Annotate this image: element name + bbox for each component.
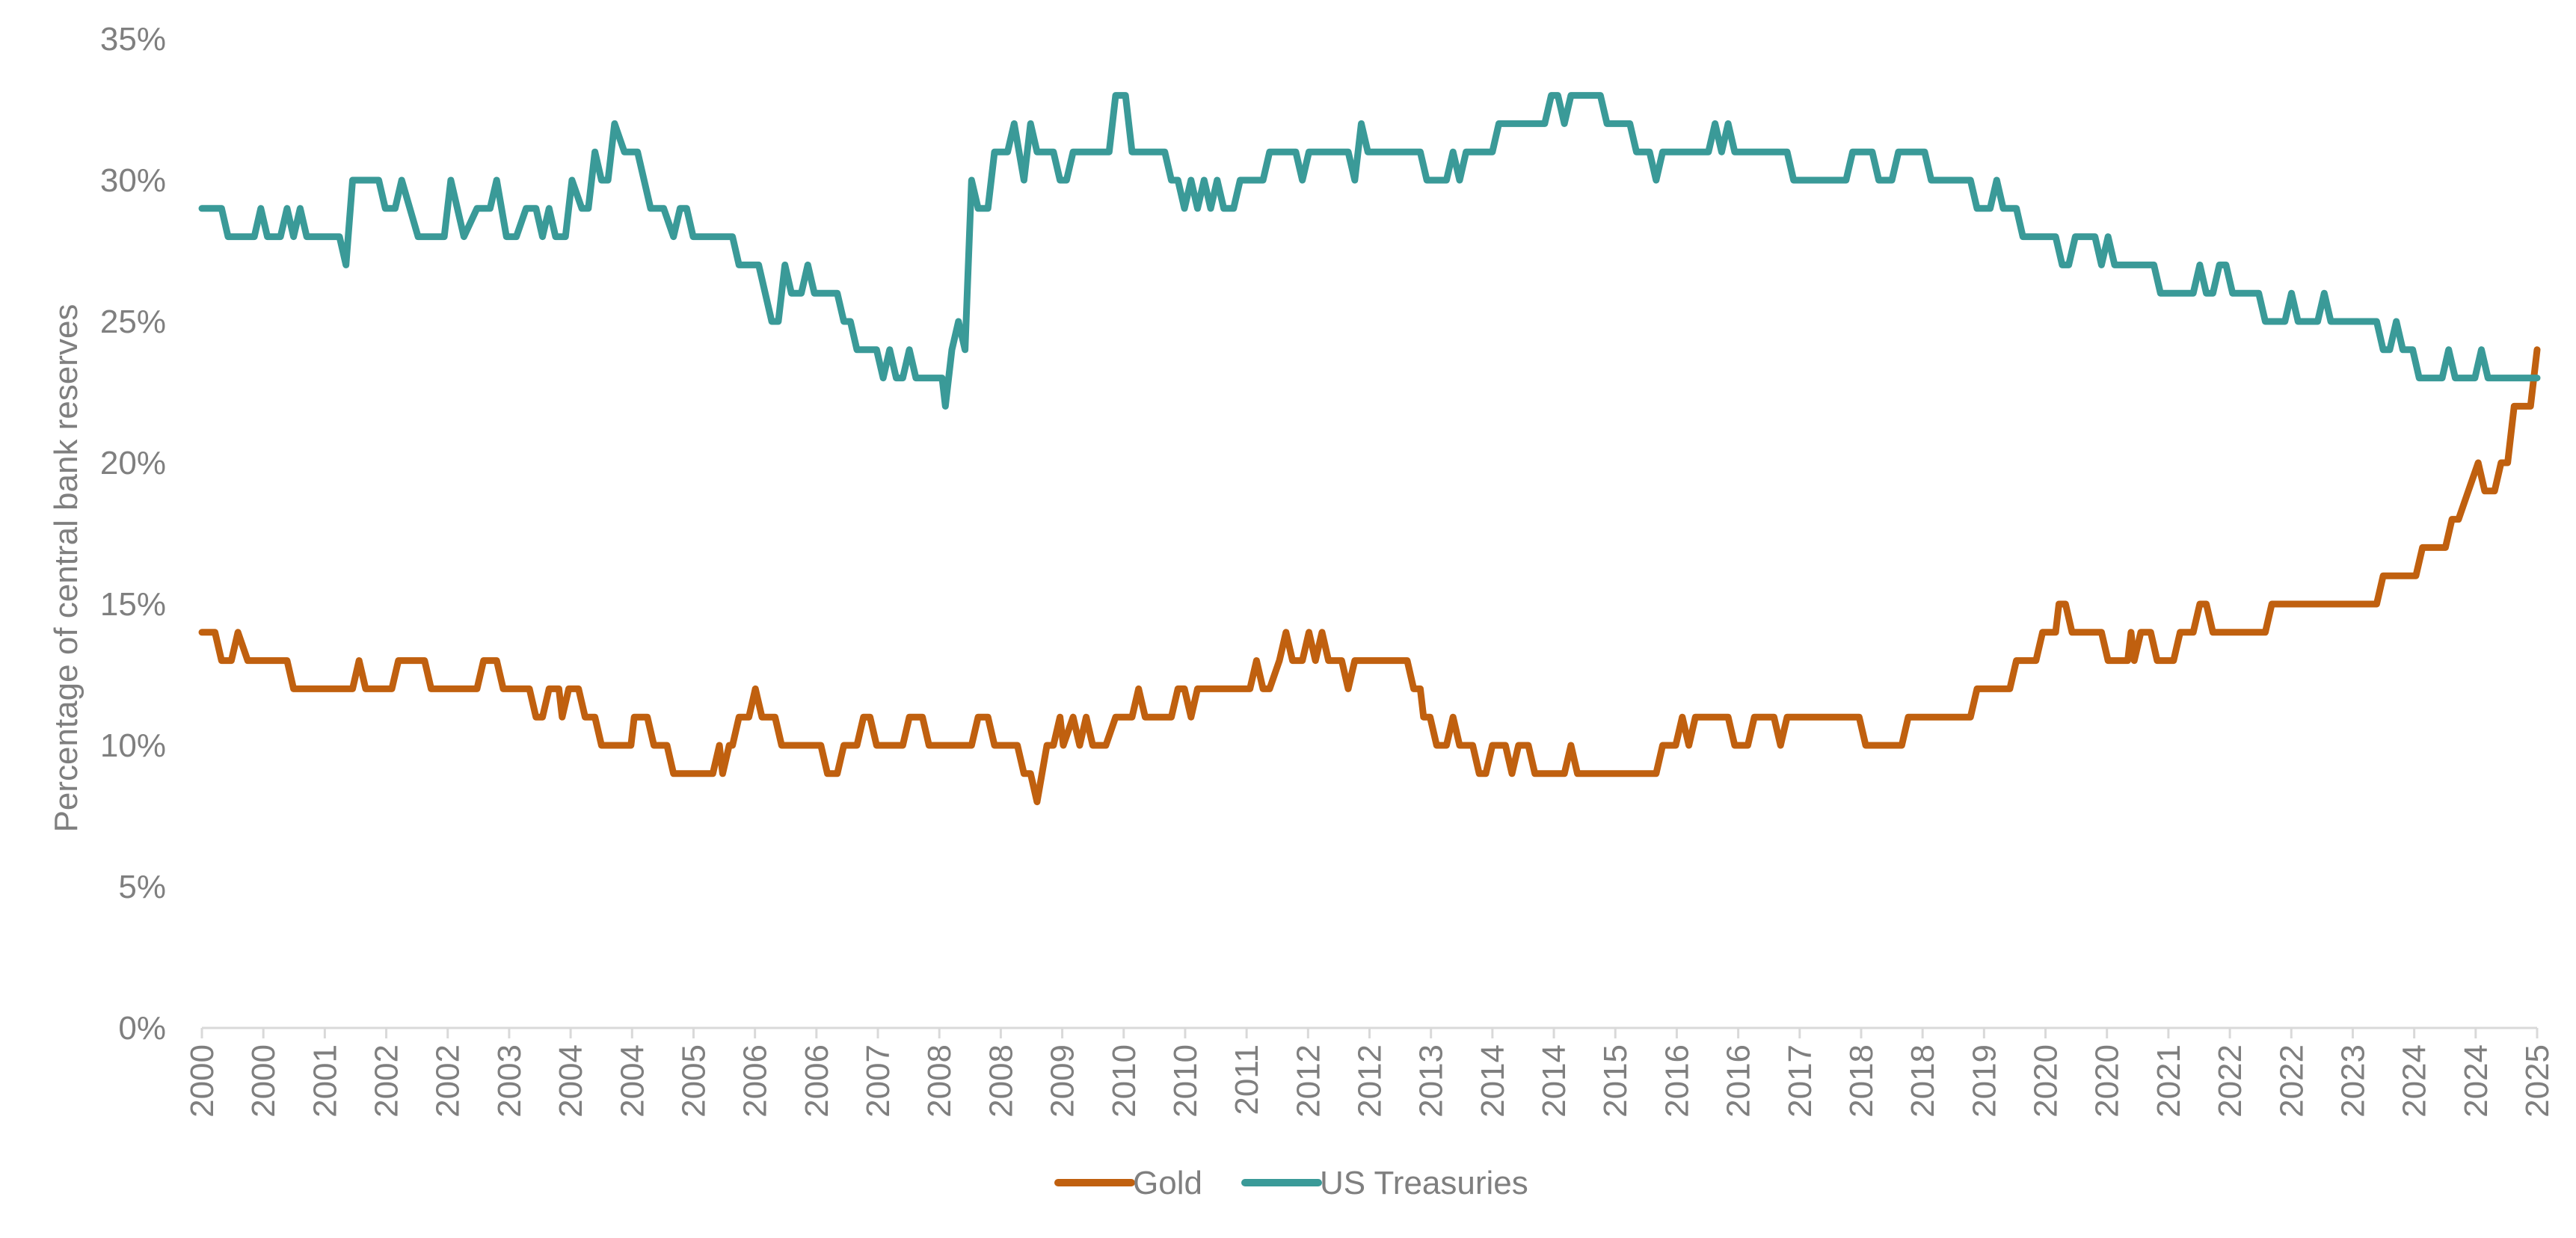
legend: Gold US Treasuries [1054, 1165, 1528, 1201]
x-tick-label: 2024 [2458, 1044, 2494, 1118]
series-line-us-treasuries [198, 92, 2541, 410]
x-tick-label: 2010 [1106, 1044, 1143, 1118]
x-tick-label: 2002 [430, 1044, 467, 1118]
x-tick-label: 2005 [675, 1044, 712, 1118]
x-tick-label: 2009 [1045, 1044, 1081, 1118]
x-tick-label: 2018 [1843, 1044, 1880, 1118]
x-tick-label: 2015 [1597, 1044, 1634, 1118]
x-tick-label: 2006 [737, 1044, 774, 1118]
x-tick-label: 2000 [245, 1044, 282, 1118]
x-tick-label: 2002 [369, 1044, 405, 1118]
x-axis: 2000 2000 2001 2002 2002 2003 2004 2004 2005 2006… [184, 1026, 2556, 1118]
y-tick-label: 15% [100, 586, 166, 623]
legend-label-gold: Gold [1133, 1165, 1202, 1201]
x-tick-label: 2020 [2028, 1044, 2065, 1118]
x-tick-label: 2013 [1413, 1044, 1450, 1118]
y-tick-label: 5% [118, 869, 166, 905]
x-tick-label: 2004 [553, 1044, 589, 1118]
x-tick-label: 2006 [799, 1044, 835, 1118]
y-axis-ticks: 0% 5% 10% 15% 20% 25% 30% 35% [100, 21, 166, 1047]
x-tick-label: 2008 [983, 1044, 1019, 1118]
x-tick-label: 2021 [2151, 1044, 2187, 1118]
x-tick-label: 2008 [921, 1044, 958, 1118]
x-tick-label: 2004 [614, 1044, 651, 1118]
x-tick-label: 2016 [1721, 1044, 1757, 1118]
x-tick-label: 2012 [1290, 1044, 1327, 1118]
y-tick-label: 30% [100, 162, 166, 199]
x-tick-label: 2011 [1229, 1044, 1265, 1115]
x-tick-label: 2019 [1966, 1044, 2002, 1118]
x-tick-label: 2022 [2212, 1044, 2248, 1118]
x-tick-label: 2003 [491, 1044, 528, 1118]
x-tick-label: 2024 [2397, 1044, 2433, 1118]
y-tick-label: 25% [100, 304, 166, 340]
x-tick-label: 2022 [2273, 1044, 2310, 1118]
series-line-gold [198, 346, 2541, 806]
x-tick-label: 2018 [1905, 1044, 1941, 1118]
x-tick-label: 2007 [860, 1044, 897, 1118]
y-tick-label: 10% [100, 727, 166, 764]
x-tick-label: 2000 [184, 1044, 221, 1118]
y-axis-title: Percentage of central bank reserves [48, 304, 84, 833]
x-tick-label: 2020 [2089, 1044, 2126, 1118]
x-tick-label: 2016 [1659, 1044, 1695, 1118]
x-tick-label: 2025 [2519, 1044, 2556, 1118]
series-layer [198, 92, 2541, 806]
x-tick-label: 2017 [1782, 1044, 1819, 1118]
x-tick-label: 2023 [2334, 1044, 2371, 1118]
x-tick-label: 2014 [1475, 1044, 1511, 1118]
x-tick-label: 2001 [307, 1044, 343, 1118]
y-tick-label: 0% [118, 1010, 166, 1047]
x-tick-label: 2010 [1167, 1044, 1204, 1118]
y-tick-label: 35% [100, 21, 166, 58]
y-tick-label: 20% [100, 445, 166, 481]
legend-label-us-treasuries: US Treasuries [1320, 1165, 1528, 1201]
x-tick-label: 2014 [1536, 1044, 1573, 1118]
x-tick-label: 2012 [1352, 1044, 1389, 1118]
